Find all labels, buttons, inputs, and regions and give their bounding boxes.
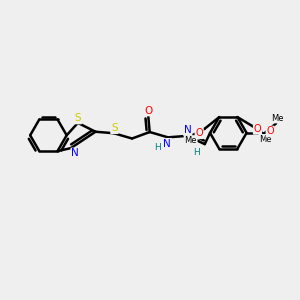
Text: O: O	[254, 124, 261, 134]
Text: S: S	[74, 113, 81, 124]
Text: N: N	[164, 139, 171, 149]
Text: H: H	[193, 148, 200, 158]
Text: H: H	[154, 143, 161, 152]
Text: O: O	[195, 128, 203, 138]
Text: Me: Me	[259, 135, 272, 144]
Text: Me: Me	[271, 114, 284, 123]
Text: N: N	[71, 148, 79, 158]
Text: Me: Me	[184, 136, 197, 145]
Text: N: N	[184, 125, 192, 135]
Text: O: O	[144, 106, 152, 116]
Text: O: O	[266, 126, 274, 136]
Text: S: S	[111, 123, 118, 133]
